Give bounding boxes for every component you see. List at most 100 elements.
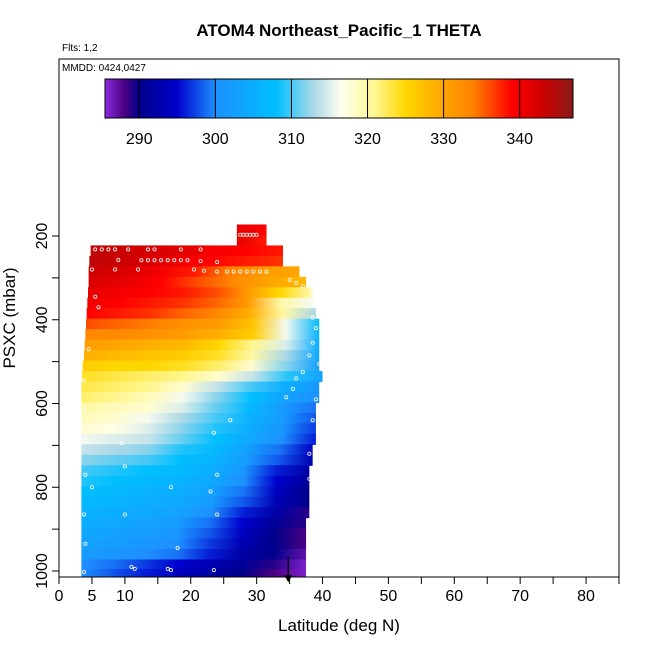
sample-point [86,347,91,352]
sample-point [126,247,131,252]
sample-point [93,294,98,299]
y-axis-label: PSXC (mbar) [0,267,19,368]
y-tick-label: 200 [34,223,51,250]
sample-point [307,451,312,456]
heatmap-row [87,297,313,309]
sample-point [300,370,305,375]
colorbar: 290 300 310 320 330 340 [104,78,574,148]
sample-point [211,568,216,573]
sample-point [122,464,127,469]
heatmap-row [81,402,316,414]
colorbar-tick-label: 320 [354,131,381,148]
sample-point [211,430,216,435]
heatmap-row [81,465,310,477]
sample-point [310,315,315,320]
sample-point [159,258,164,263]
colorbar-ticks: 290 300 310 320 330 340 [126,79,533,148]
heatmap-row [81,454,313,466]
x-tick-label: 50 [380,588,398,605]
sample-point [82,407,87,412]
sample-point [89,485,94,490]
sample-point [228,418,233,423]
sample-point [129,564,134,569]
sample-point [215,259,220,264]
sample-point [145,258,150,263]
sample-point [201,268,206,273]
heatmap-row [81,507,310,519]
sample-point [208,489,213,494]
sample-point [152,258,157,263]
colorbar-tick-label: 300 [202,131,229,148]
sample-point [290,386,295,391]
sample-point [294,376,299,381]
sample-point [83,439,88,444]
sample-point [307,476,312,481]
heatmap-row [236,224,267,236]
sample-points [82,232,322,574]
heatmap-row [81,475,310,487]
heatmap-row [82,360,320,372]
sample-point [178,247,183,252]
x-axis-label: Latitude (deg N) [278,616,400,635]
colorbar-gradient [104,78,574,119]
heatmap-row [81,568,307,577]
sample-point [113,247,118,252]
sample-point [310,418,315,423]
heatmap-row [81,538,307,550]
heatmap-row [81,381,320,393]
sample-point [99,247,104,252]
x-tick-label: 10 [116,588,134,605]
sample-point [313,397,318,402]
sample-point [254,232,259,237]
marker-arrow-head [284,575,293,583]
sample-point [106,247,111,252]
heatmap-row [86,318,320,330]
sample-point [215,472,220,477]
x-tick-label: 20 [182,588,200,605]
sample-point [116,257,121,262]
sample-point [152,247,157,252]
sample-point [83,472,88,477]
sample-point [257,269,262,274]
location-marker [284,557,293,583]
y-axis: 200 400 600 800 1000 [34,223,60,589]
sample-point [168,568,173,573]
y-tick-label: 1000 [34,553,51,589]
colorbar-tick-label: 290 [126,131,153,148]
sample-point [215,512,220,517]
heatmap-row [81,412,316,424]
sample-point [317,361,322,366]
heatmap-row [81,391,320,404]
flights-label: Flts: 1,2 [62,43,98,54]
sample-point [83,541,88,546]
mmdd-label: MMDD: 0424,0427 [62,63,146,74]
colorbar-tick-label: 330 [430,131,457,148]
sample-point [96,305,101,310]
heatmap-row [81,423,316,435]
sample-point [198,247,203,252]
sample-point [136,267,141,272]
sample-point [231,269,236,274]
sample-point [251,269,256,274]
heatmap-row [85,329,320,341]
sample-point [168,485,173,490]
sample-point [313,326,318,331]
x-tick-label: 80 [577,588,595,605]
sample-point [82,569,87,574]
heatmap-row [88,266,300,278]
sample-point [113,267,118,272]
sample-point [172,258,177,263]
x-tick-label: 40 [314,588,332,605]
colorbar-tick-label: 310 [278,131,305,148]
sample-point [185,258,190,263]
heatmap-row [81,549,307,561]
sample-point [224,269,229,274]
y-tick-label: 400 [34,306,51,333]
sample-point [93,247,98,252]
heatmap-row [86,308,316,320]
chart-title: ATOM4 Northeast_Pacific_1 THETA [196,21,481,40]
heatmap-row [81,433,316,445]
sample-point [145,247,150,252]
sample-point [178,258,183,263]
